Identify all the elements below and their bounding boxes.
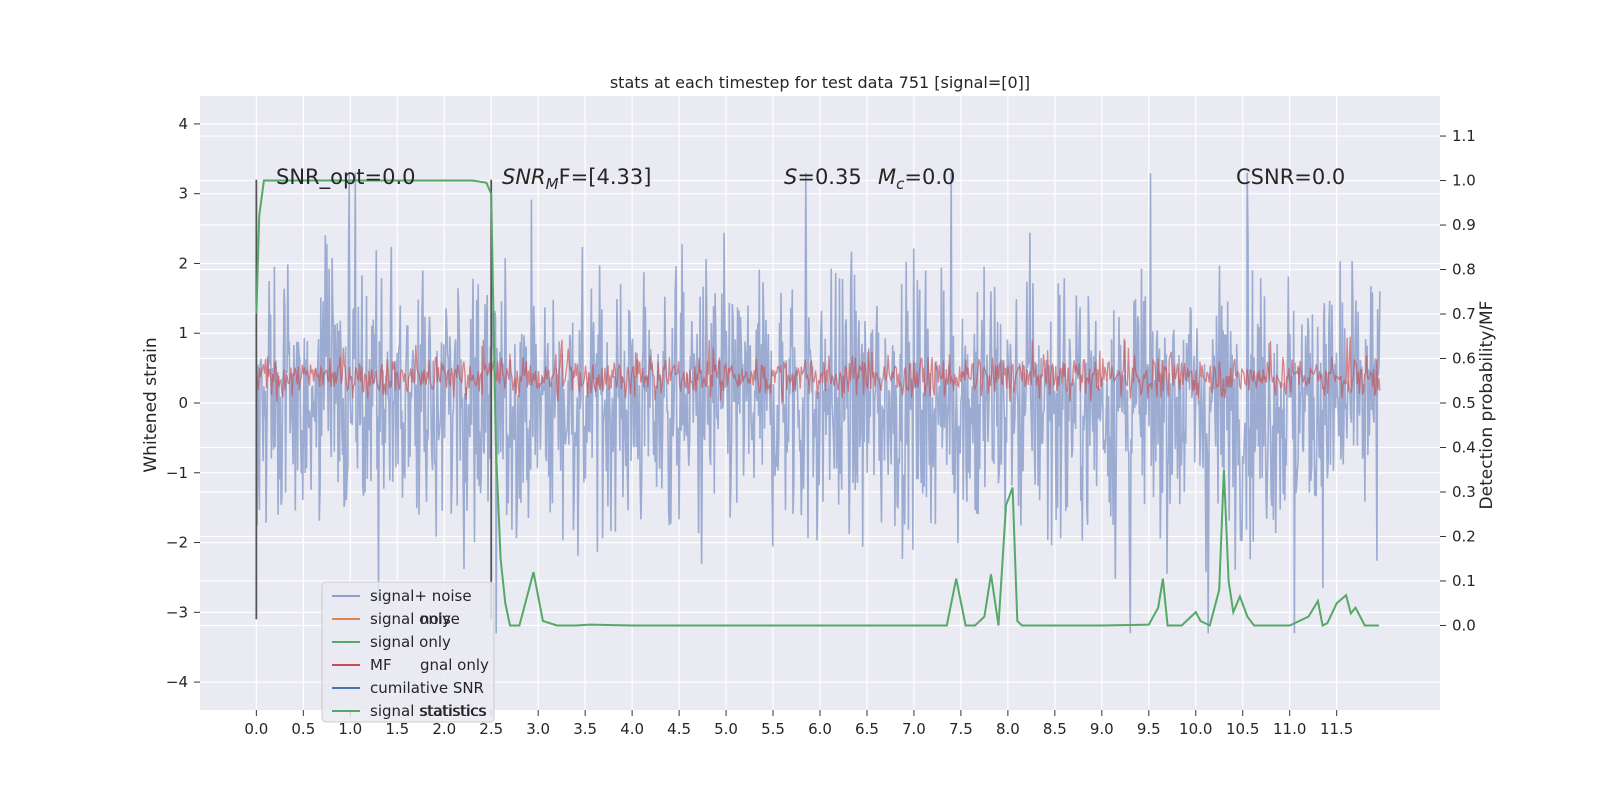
x-tick-label: 10.5 — [1226, 720, 1259, 738]
x-tick-label: 2.5 — [479, 720, 503, 738]
x-tick-label: 6.5 — [855, 720, 879, 738]
legend-ghost-text: gnal only — [420, 656, 489, 674]
series-signal-statistics — [255, 179, 1379, 627]
legend-box — [321, 581, 495, 723]
annotation-mc-value: =0.0 — [904, 165, 955, 189]
x-tick-label: 2.0 — [432, 720, 456, 738]
series-signal-noise — [255, 172, 1381, 634]
x-tick-label: 11.0 — [1273, 720, 1306, 738]
annotation-s-label: S — [784, 165, 797, 189]
x-tick-label: 8.0 — [996, 720, 1020, 738]
x-tick-label: 9.5 — [1137, 720, 1161, 738]
x-tick-label: 0.5 — [291, 720, 315, 738]
x-tick-label: 11.5 — [1320, 720, 1353, 738]
y-left-tick-label: −3 — [166, 603, 188, 621]
chart-title: stats at each timestep for test data 751… — [610, 73, 1030, 92]
y-left-tick-label: 1 — [178, 324, 188, 342]
y-left-tick-label: −1 — [166, 464, 188, 482]
y-axis-right-title: Detection probability/MF — [1477, 301, 1497, 510]
y-axis-left-title: Whitened strain — [141, 337, 161, 472]
annotation-s-value: =0.35 — [797, 165, 861, 189]
y-right-tick-label: 0.3 — [1452, 483, 1476, 501]
y-right-tick-label: 0.9 — [1452, 216, 1476, 234]
legend-label: signal statistics — [370, 702, 486, 720]
x-tick-label: 9.0 — [1090, 720, 1114, 738]
y-right-tick-label: 0.7 — [1452, 305, 1476, 323]
y-right-tick-label: 0.0 — [1452, 616, 1476, 634]
legend-ghost-text: statistics — [420, 702, 487, 720]
x-tick-label: 5.0 — [714, 720, 738, 738]
data-layer — [255, 172, 1381, 634]
x-tick-label: 3.5 — [573, 720, 597, 738]
legend-ghost-text: noise — [420, 610, 460, 628]
x-tick-label: 1.0 — [338, 720, 362, 738]
y-right-tick-label: 1.1 — [1452, 127, 1476, 145]
annotation-s: S=0.35 — [784, 165, 862, 189]
legend-label: signal only — [370, 633, 451, 651]
annotation-mc-label: M — [878, 165, 896, 189]
x-tick-label: 1.5 — [385, 720, 409, 738]
x-tick-label: 6.0 — [808, 720, 832, 738]
x-tick-label: 4.0 — [620, 720, 644, 738]
y-right-tick-label: 1.0 — [1452, 172, 1476, 190]
series-mf — [255, 336, 1381, 402]
y-left-tick-label: −2 — [166, 534, 188, 552]
y-right-tick-label: 0.2 — [1452, 527, 1476, 545]
y-left-tick-label: 3 — [178, 185, 188, 203]
y-right-tick-label: 0.6 — [1452, 350, 1476, 368]
y-left-tick-label: −4 — [166, 673, 188, 691]
x-tick-label: 7.0 — [902, 720, 926, 738]
annotation-snr-mf: SNRMF=[4.33] — [502, 165, 651, 193]
x-tick-label: 0.0 — [244, 720, 268, 738]
y-left-tick-label: 0 — [178, 394, 188, 412]
y-right-tick-label: 0.4 — [1452, 438, 1476, 456]
x-tick-label: 10.0 — [1179, 720, 1212, 738]
y-left-tick-label: 2 — [178, 254, 188, 272]
annotation-snr-opt: SNR_opt=0.0 — [276, 165, 416, 190]
annotation-snr-mf-main: SNR — [502, 165, 546, 189]
annotation-mc-sub: c — [896, 175, 905, 193]
legend-label: signal+ noise — [370, 587, 472, 605]
annotation-snr-mf-sub: M — [546, 175, 559, 193]
annotation-csnr: CSNR=0.0 — [1236, 165, 1345, 189]
legend-label: signal only — [370, 610, 451, 628]
x-tick-label: 4.5 — [667, 720, 691, 738]
legend-label: cumilative SNR — [370, 679, 484, 697]
y-right-tick-label: 0.5 — [1452, 394, 1476, 412]
x-tick-label: 7.5 — [949, 720, 973, 738]
x-tick-label: 5.5 — [761, 720, 785, 738]
y-right-tick-label: 0.8 — [1452, 261, 1476, 279]
legend-label: MF — [370, 656, 392, 674]
annotation-snr-mf-rest: F=[4.33] — [559, 165, 652, 189]
annotation-mc: Mc=0.0 — [878, 165, 955, 193]
annotations: SNR_opt=0.0 SNRMF=[4.33] S=0.35 Mc=0.0 C… — [276, 165, 1345, 193]
y-left-tick-label: 4 — [178, 115, 188, 133]
x-tick-label: 3.0 — [526, 720, 550, 738]
x-tick-label: 8.5 — [1043, 720, 1067, 738]
y-right-tick-label: 0.1 — [1452, 572, 1476, 590]
axes: 0.0 0.5 1.0 1.5 2.0 2.5 3.0 3.5 4.0 4.5 5.0 5.5 6.0 6… — [166, 115, 1476, 738]
